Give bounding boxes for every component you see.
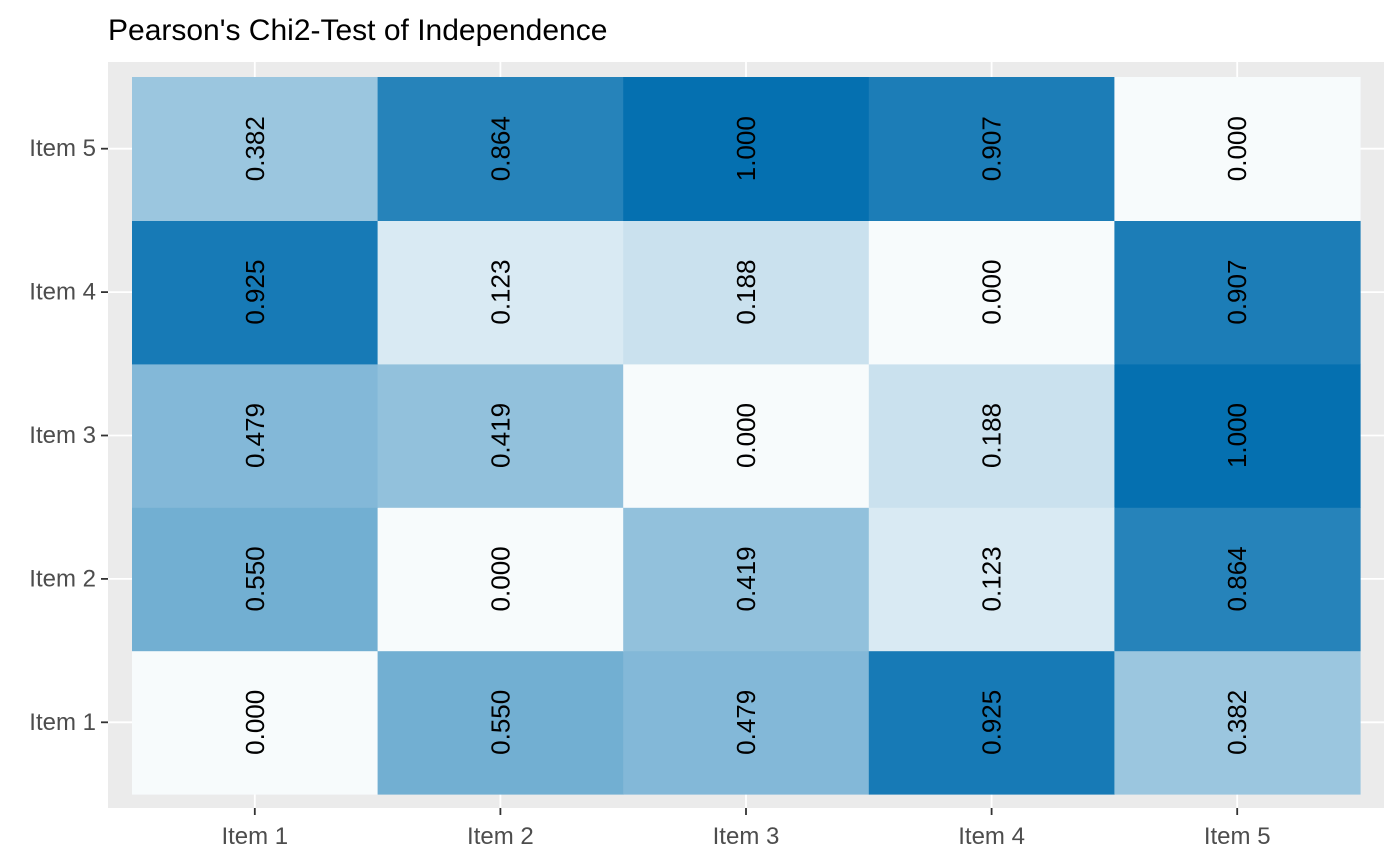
y-axis: Item 1 Item 2 Item 3 Item 4 Item 5 — [29, 135, 108, 736]
cell-value-label: 0.000 — [240, 690, 270, 755]
heatmap-cell — [377, 363, 624, 508]
heatmap-cell — [132, 650, 379, 795]
heatmap-cell — [623, 77, 870, 221]
cell-value-label: 0.000 — [1222, 116, 1252, 181]
heatmap-cell — [868, 363, 1115, 508]
cell-value-label: 0.925 — [240, 260, 270, 325]
heatmap-cell — [868, 507, 1115, 652]
y-tick-label: Item 1 — [29, 709, 96, 736]
cell-value-label: 0.864 — [1222, 546, 1252, 611]
cell-value-label: 0.000 — [485, 546, 515, 611]
cell-value-label: 0.382 — [1222, 690, 1252, 755]
heatmap-cell — [377, 220, 624, 365]
cell-value-label: 0.925 — [977, 690, 1007, 755]
cell-value-label: 0.907 — [1222, 260, 1252, 325]
x-tick-label: Item 5 — [1204, 823, 1271, 850]
cell-value-label: 0.479 — [240, 403, 270, 468]
heatmap-cell — [377, 77, 624, 221]
x-axis: Item 1 Item 2 Item 3 Item 4 Item 5 — [221, 808, 1271, 850]
cell-value-label: 0.479 — [731, 690, 761, 755]
x-tick-label: Item 1 — [221, 823, 288, 850]
x-tick-label: Item 2 — [467, 823, 534, 850]
cell-value-label: 0.550 — [240, 546, 270, 611]
heatmap-cell-labels: 0.000 0.550 0.479 0.925 0.382 0.550 0.000 0.419… — [240, 116, 1252, 755]
heatmap-cell — [623, 650, 870, 795]
x-tick-label: Item 3 — [713, 823, 780, 850]
cell-value-label: 0.419 — [731, 546, 761, 611]
heatmap-cell — [623, 507, 870, 652]
heatmap-cell — [1114, 363, 1361, 508]
cell-value-label: 0.000 — [731, 403, 761, 468]
heatmap-cells — [132, 77, 1361, 795]
y-tick-label: Item 2 — [29, 565, 96, 592]
cell-value-label: 0.550 — [485, 690, 515, 755]
x-tick-label: Item 4 — [958, 823, 1025, 850]
heatmap-cell — [868, 77, 1115, 221]
y-tick-label: Item 4 — [29, 279, 96, 306]
chart-title: Pearson's Chi2-Test of Independence — [108, 14, 607, 47]
heatmap-cell — [377, 650, 624, 795]
cell-value-label: 0.419 — [485, 403, 515, 468]
cell-value-label: 0.864 — [485, 116, 515, 181]
heatmap-cell — [868, 650, 1115, 795]
cell-value-label: 0.123 — [485, 260, 515, 325]
heatmap-cell — [868, 220, 1115, 365]
heatmap-cell — [1114, 507, 1361, 652]
y-tick-label: Item 5 — [29, 135, 96, 162]
cell-value-label: 0.188 — [977, 403, 1007, 468]
cell-value-label: 1.000 — [731, 116, 761, 181]
cell-value-label: 0.188 — [731, 260, 761, 325]
cell-value-label: 0.907 — [977, 116, 1007, 181]
y-tick-label: Item 3 — [29, 422, 96, 449]
heatmap-cell — [1114, 650, 1361, 795]
heatmap-cell — [132, 220, 379, 365]
heatmap-cell — [1114, 77, 1361, 221]
heatmap-cell — [132, 363, 379, 508]
heatmap-cell — [132, 77, 379, 221]
heatmap-cell — [623, 363, 870, 508]
heatmap-cell — [1114, 220, 1361, 365]
heatmap-cell — [623, 220, 870, 365]
heatmap-cell — [132, 507, 379, 652]
cell-value-label: 1.000 — [1222, 403, 1252, 468]
cell-value-label: 0.382 — [240, 116, 270, 181]
cell-value-label: 0.000 — [977, 260, 1007, 325]
cell-value-label: 0.123 — [977, 546, 1007, 611]
heatmap-cell — [377, 507, 624, 652]
